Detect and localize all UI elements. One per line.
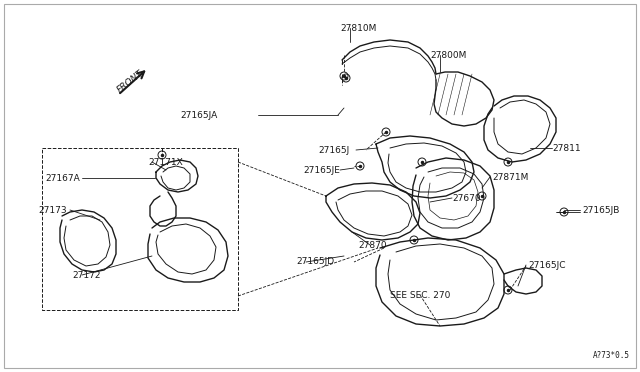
Text: 27811: 27811 — [552, 144, 580, 153]
Text: SEE SEC. 270: SEE SEC. 270 — [390, 291, 450, 299]
Text: 27670: 27670 — [452, 193, 481, 202]
Text: A?73*0.5: A?73*0.5 — [593, 351, 630, 360]
Text: 27165JB: 27165JB — [582, 205, 620, 215]
Text: FRONT: FRONT — [115, 69, 145, 95]
Text: 27172: 27172 — [72, 270, 100, 279]
Text: 27173: 27173 — [38, 205, 67, 215]
Text: 27810M: 27810M — [340, 23, 376, 32]
Text: 27165JE: 27165JE — [303, 166, 340, 174]
Text: 27165JA: 27165JA — [180, 110, 218, 119]
Text: 27165JD: 27165JD — [296, 257, 334, 266]
Text: 27167A: 27167A — [45, 173, 80, 183]
Text: 27165J: 27165J — [319, 145, 350, 154]
Text: 27870: 27870 — [358, 241, 387, 250]
Text: 27171X: 27171X — [148, 157, 183, 167]
Text: 27800M: 27800M — [430, 51, 467, 60]
Text: 27165JC: 27165JC — [528, 260, 566, 269]
Text: 27871M: 27871M — [492, 173, 529, 182]
